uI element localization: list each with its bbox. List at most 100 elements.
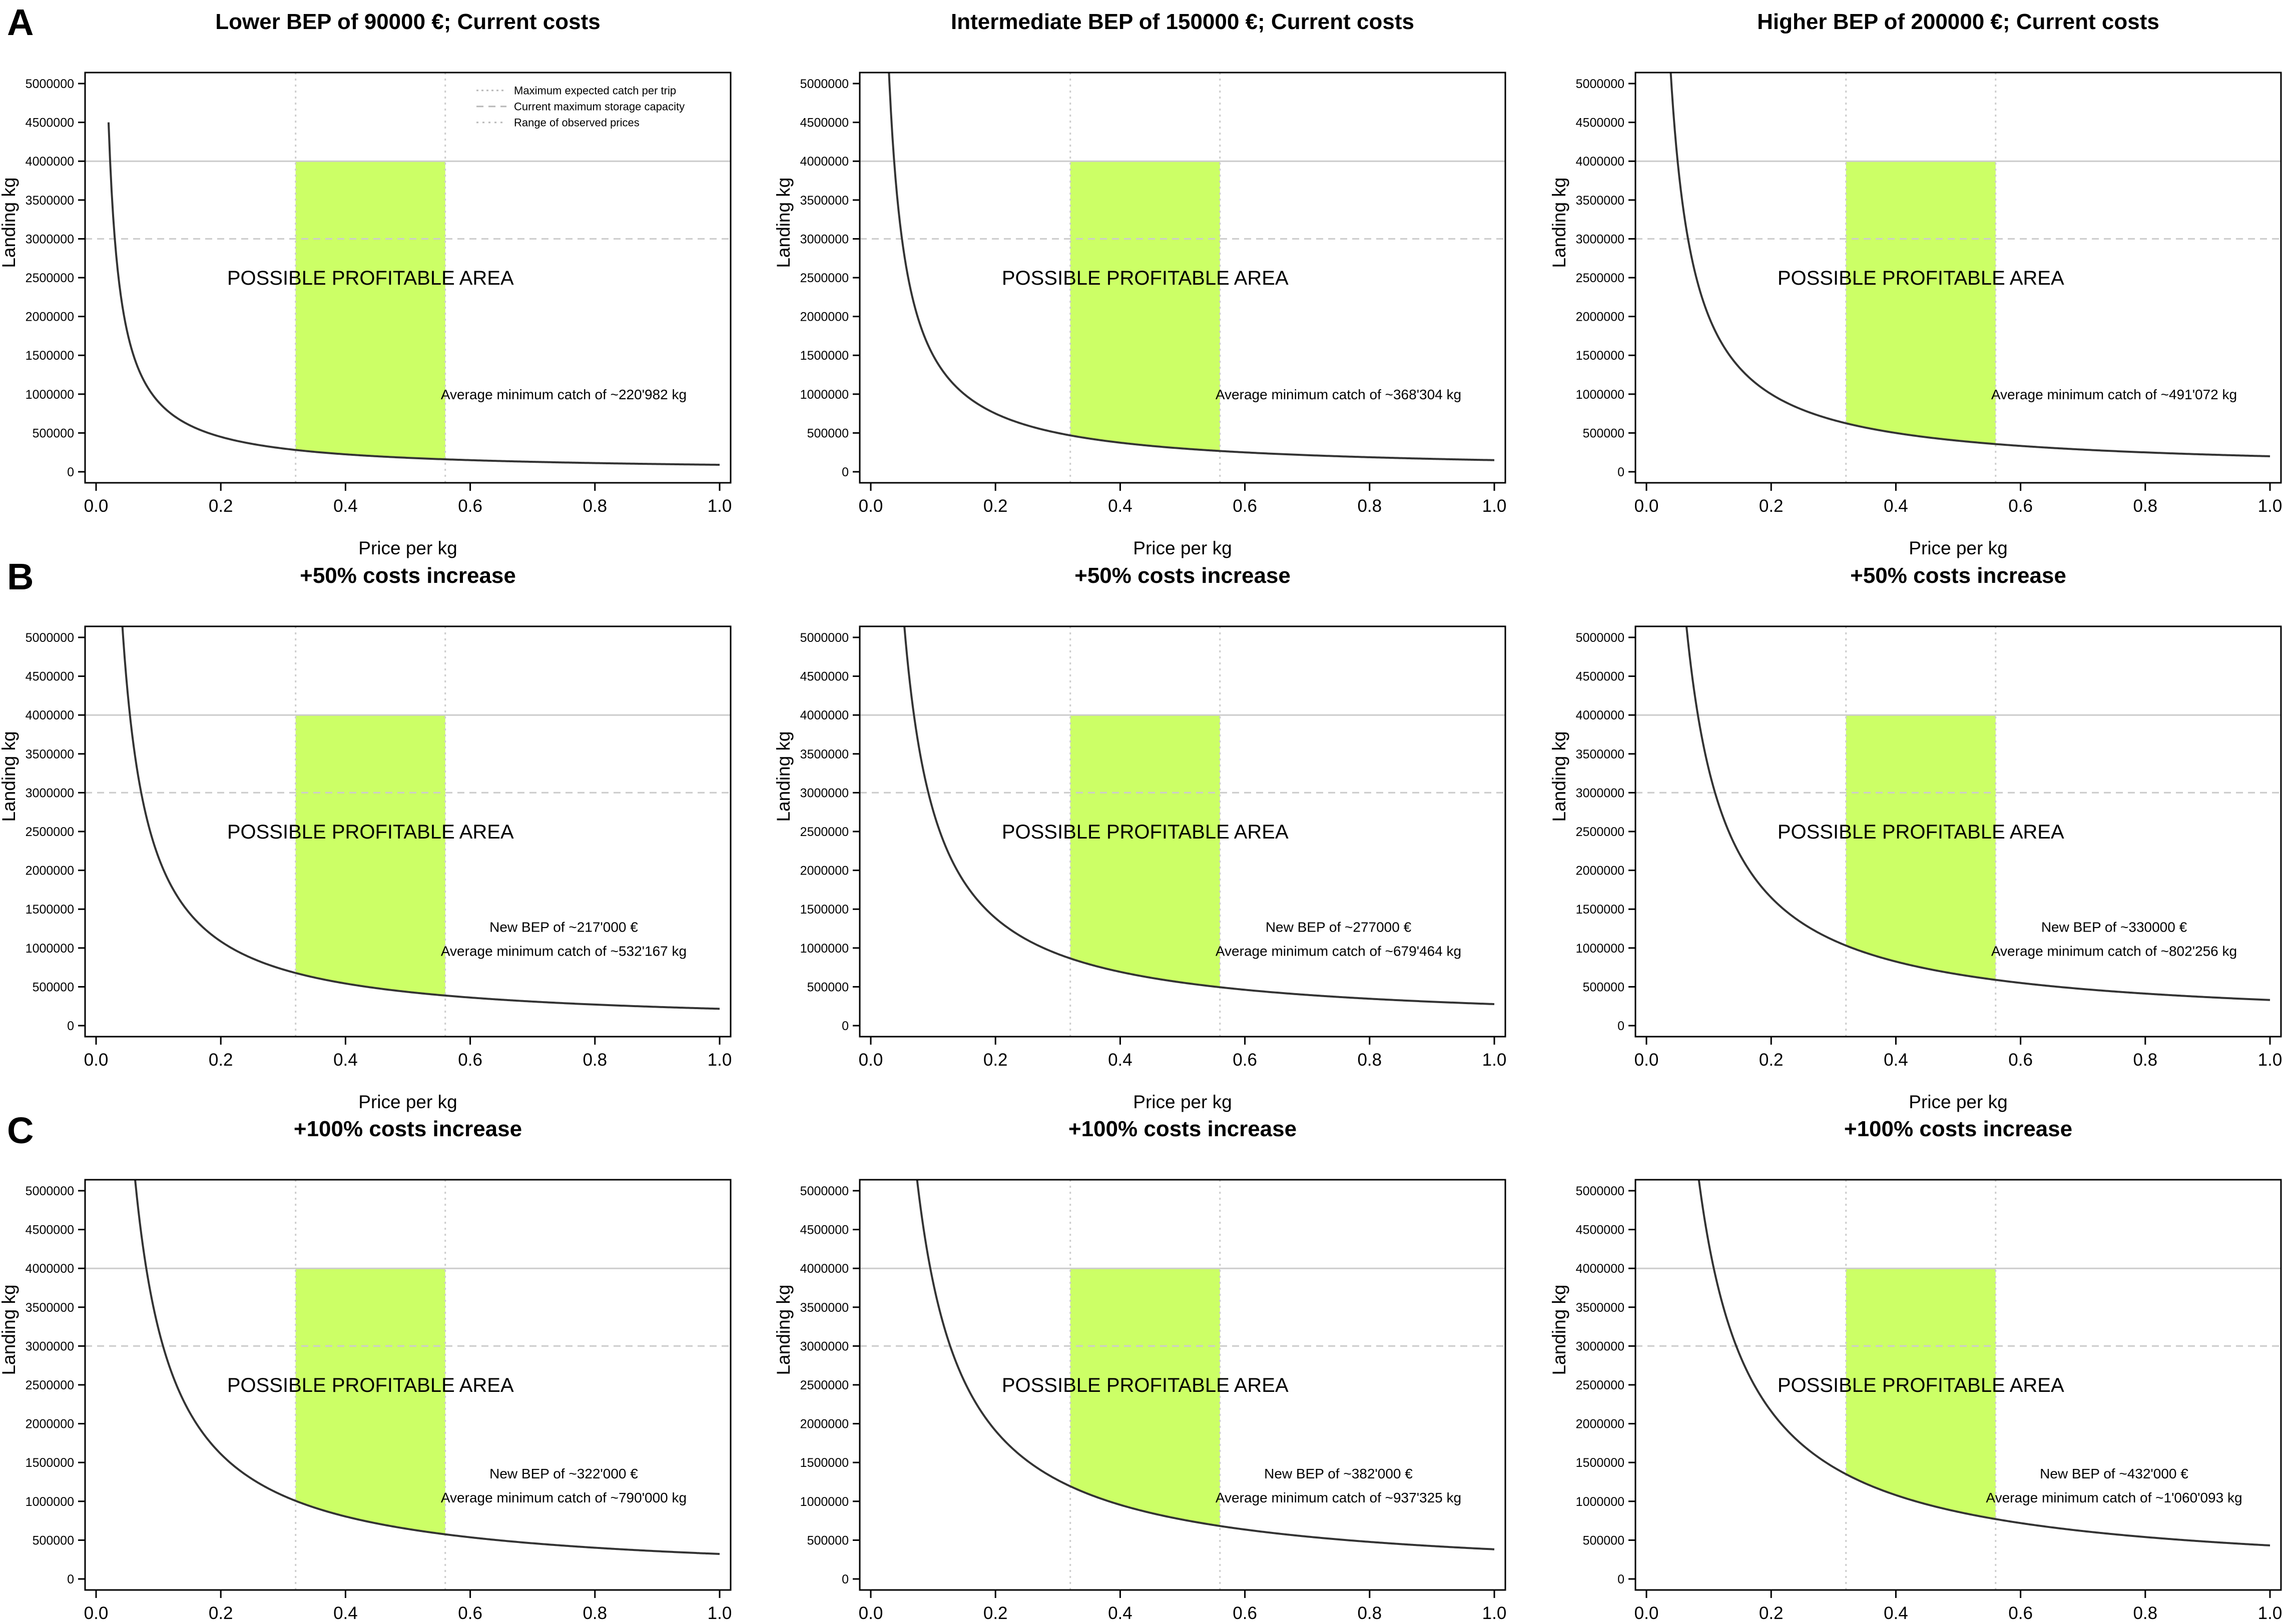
x-tick-label: 1.0: [2258, 1603, 2282, 1623]
profitable-area: [1070, 161, 1220, 451]
row-label-c: C: [7, 1110, 34, 1151]
chart-title: +100% costs increase: [1068, 1117, 1297, 1141]
annotation-1: New BEP of ~382'000 €: [1264, 1466, 1413, 1481]
plot-area: [860, 73, 1505, 483]
chart-panel-1: 0 500000 1000000 1500000 2000000 2500000 30000…: [0, 10, 732, 558]
y-tick-label: 3000000: [26, 1339, 74, 1353]
y-tick-label: 2000000: [1576, 1417, 1624, 1431]
y-tick-label: 1500000: [26, 349, 74, 363]
y-tick-label: 2500000: [1576, 825, 1624, 839]
y-tick-label: 3000000: [1576, 786, 1624, 800]
y-axis-label: Landing kg: [773, 177, 794, 268]
y-axis-label: Landing kg: [0, 1284, 19, 1375]
y-tick-label: 4000000: [1576, 1262, 1624, 1276]
profitable-area: [295, 715, 445, 996]
y-tick-label: 4000000: [26, 155, 74, 169]
y-tick-label: 2000000: [26, 310, 74, 324]
profitable-area-label: POSSIBLE PROFITABLE AREA: [227, 821, 514, 843]
y-tick-label: 3500000: [1576, 747, 1624, 761]
y-tick-label: 500000: [807, 426, 849, 440]
chart-panel-7: 0 500000 1000000 1500000 2000000 2500000 30000…: [0, 1117, 732, 1623]
y-axis-label: Landing kg: [0, 177, 19, 268]
y-tick-label: 3000000: [800, 786, 849, 800]
x-tick-label: 0.6: [1233, 496, 1257, 516]
x-tick-label: 1.0: [708, 1603, 732, 1623]
y-tick-label: 500000: [33, 1533, 74, 1547]
y-tick-label: 1000000: [800, 1495, 849, 1509]
x-tick-label: 1.0: [2258, 496, 2282, 516]
bep-curve: [1697, 1180, 2270, 1546]
y-tick-label: 2000000: [800, 310, 849, 324]
y-tick-label: 4000000: [800, 155, 849, 169]
bep-curve: [1669, 73, 2270, 457]
profitable-area: [295, 161, 445, 460]
y-tick-label: 3500000: [800, 1301, 849, 1315]
x-axis-label: Price per kg: [1909, 1092, 2007, 1112]
y-tick-label: 3000000: [800, 1339, 849, 1353]
legend-item-2: Current maximum storage capacity: [514, 101, 685, 113]
y-tick-label: 0: [67, 1019, 74, 1033]
x-tick-label: 0.8: [1357, 1603, 1382, 1623]
x-tick-label: 0.2: [209, 1603, 233, 1623]
y-tick-label: 1500000: [26, 903, 74, 917]
y-tick-label: 4500000: [26, 116, 74, 130]
y-tick-label: 2500000: [800, 271, 849, 285]
x-tick-label: 0.4: [333, 1603, 358, 1623]
x-tick-label: 1.0: [1482, 1050, 1507, 1070]
annotation-2: Average minimum catch of ~937'325 kg: [1216, 1490, 1461, 1505]
legend-item-1: Maximum expected catch per trip: [514, 85, 676, 97]
y-axis-label: Landing kg: [0, 731, 19, 822]
y-tick-label: 5000000: [800, 631, 849, 645]
x-tick-label: 0.0: [859, 496, 883, 516]
y-tick-label: 3500000: [26, 194, 74, 208]
y-tick-label: 4500000: [1576, 116, 1624, 130]
y-tick-label: 2500000: [1576, 271, 1624, 285]
plot-area: [860, 1180, 1505, 1590]
profitable-area-label: POSSIBLE PROFITABLE AREA: [1778, 1374, 2064, 1396]
plot-area: [85, 626, 731, 1037]
y-tick-label: 0: [842, 465, 849, 479]
y-tick-label: 4500000: [800, 116, 849, 130]
y-tick-label: 4500000: [800, 1223, 849, 1237]
y-tick-label: 3500000: [800, 747, 849, 761]
chart-title: +100% costs increase: [1844, 1117, 2072, 1141]
x-tick-label: 0.0: [1634, 1050, 1659, 1070]
x-tick-label: 0.6: [458, 1050, 482, 1070]
y-tick-label: 500000: [807, 980, 849, 994]
y-tick-label: 2000000: [1576, 864, 1624, 878]
x-tick-label: 0.4: [1884, 1050, 1908, 1070]
x-tick-label: 0.4: [1108, 1050, 1132, 1070]
y-tick-label: 5000000: [26, 631, 74, 645]
y-tick-label: 2500000: [800, 825, 849, 839]
annotation-2: Average minimum catch of ~790'000 kg: [441, 1490, 687, 1505]
x-axis-label: Price per kg: [1133, 1092, 1232, 1112]
x-tick-label: 0.8: [1357, 496, 1382, 516]
chart-title: +50% costs increase: [1850, 563, 2066, 588]
chart-panel-2: 0 500000 1000000 1500000 2000000 2500000 30000…: [773, 10, 1506, 558]
x-tick-label: 0.6: [458, 496, 482, 516]
y-tick-label: 1500000: [800, 1456, 849, 1470]
x-axis-label: Price per kg: [1133, 538, 1232, 558]
y-tick-label: 0: [1617, 465, 1624, 479]
chart-panel-3: 0 500000 1000000 1500000 2000000 2500000 30000…: [1549, 10, 2282, 558]
x-tick-label: 0.2: [1759, 1050, 1784, 1070]
annotation-1: New BEP of ~432'000 €: [2040, 1466, 2188, 1481]
y-tick-label: 500000: [1583, 1533, 1624, 1547]
chart-panel-8: 0 500000 1000000 1500000 2000000 2500000 30000…: [773, 1117, 1506, 1623]
annotation-1: Average minimum catch of ~220'982 kg: [441, 387, 687, 402]
y-axis-label: Landing kg: [1549, 1284, 1569, 1375]
x-tick-label: 0.0: [1634, 496, 1659, 516]
y-tick-label: 4000000: [26, 708, 74, 722]
annotation-2: Average minimum catch of ~679'464 kg: [1216, 943, 1461, 959]
bep-curve: [1685, 626, 2270, 1001]
annotation-1: New BEP of ~217'000 €: [489, 919, 638, 935]
y-tick-label: 4000000: [800, 1262, 849, 1276]
profitable-area: [1846, 161, 1996, 444]
chart-panel-4: 0 500000 1000000 1500000 2000000 2500000 30000…: [0, 563, 732, 1112]
plot-area: [85, 1180, 731, 1590]
y-tick-label: 500000: [33, 426, 74, 440]
x-tick-label: 0.0: [84, 1603, 109, 1623]
y-tick-label: 4500000: [26, 1223, 74, 1237]
y-tick-label: 2500000: [1576, 1378, 1624, 1392]
